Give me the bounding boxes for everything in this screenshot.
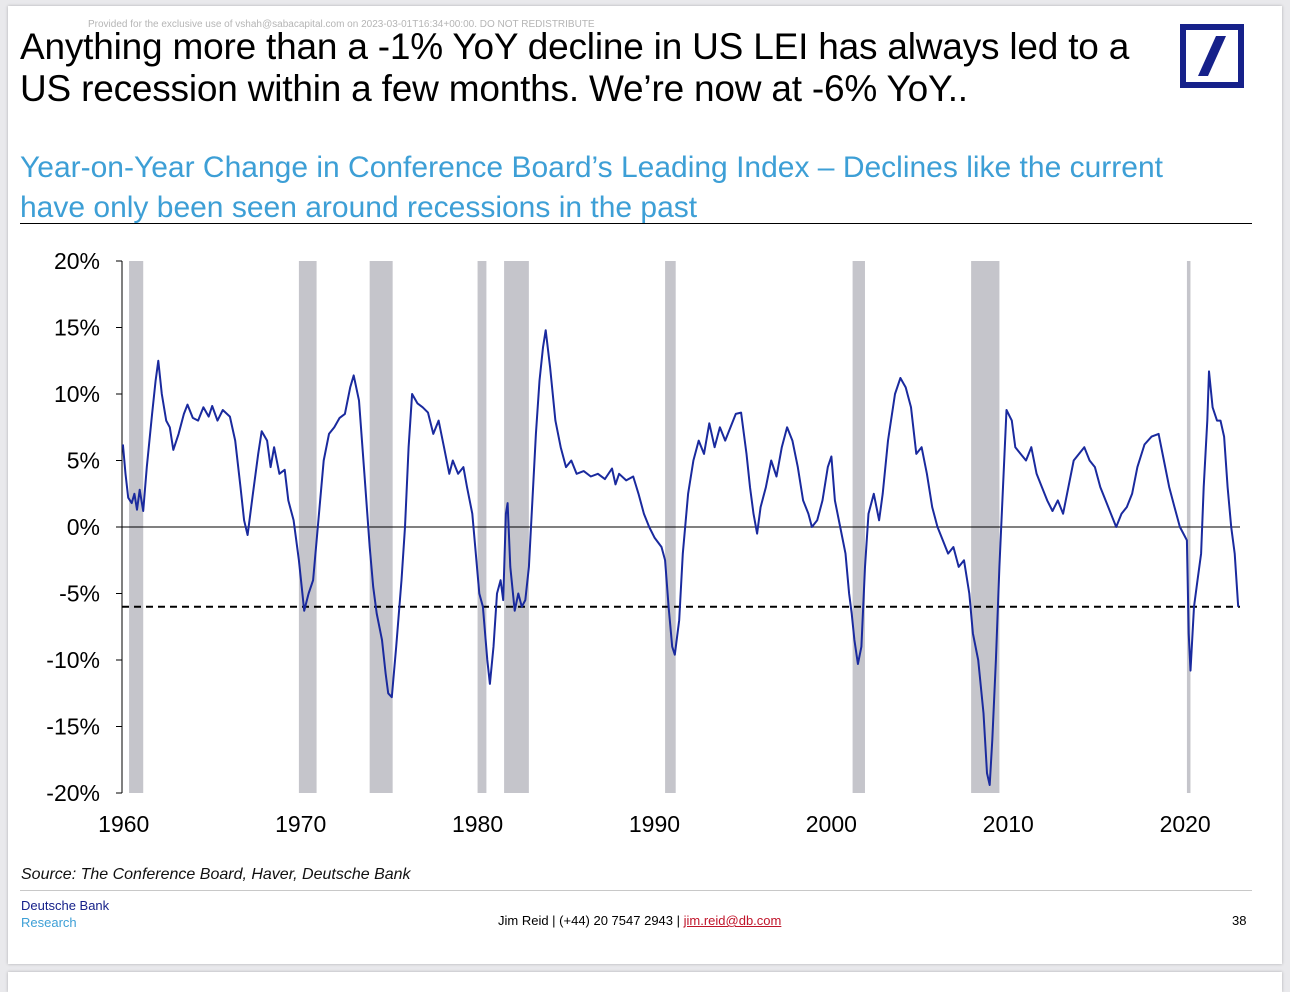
x-tick-label: 2000 — [806, 811, 857, 837]
series — [121, 329, 1240, 786]
contact-text: Jim Reid | (+44) 20 7547 2943 | — [498, 913, 684, 928]
x-tick-label: 2010 — [983, 811, 1034, 837]
title-rule — [20, 223, 1252, 224]
series-line-0 — [121, 329, 1240, 786]
page-number: 38 — [1232, 913, 1247, 928]
footer-contact: Jim Reid | (+44) 20 7547 2943 | jim.reid… — [498, 913, 781, 928]
y-tick-label: -15% — [46, 714, 100, 740]
x-tick-labels: 1960 1970 1980 1990 2000 2010 2020 — [98, 811, 1211, 837]
brand-line-2: Research — [21, 915, 77, 930]
email-link[interactable]: jim.reid@db.com — [683, 913, 782, 928]
next-slide-edge — [8, 972, 1282, 992]
y-tick-label: 10% — [54, 381, 100, 407]
footer-rule — [20, 890, 1252, 891]
x-tick-label: 1980 — [452, 811, 503, 837]
y-tick-label: 0% — [67, 514, 100, 540]
brand-line-1: Deutsche Bank — [21, 898, 110, 913]
y-tick-label: 5% — [67, 448, 100, 474]
y-tick-label: -10% — [46, 647, 100, 673]
x-tick-label: 2020 — [1160, 811, 1211, 837]
watermark: Provided for the exclusive use of vshah@… — [88, 19, 595, 30]
lei-yoy-chart: 20% 15% 10% 5% 0% -5% -10% -15% -20% 1960 1970 198… — [46, 248, 1240, 837]
reference-lines — [122, 526, 1240, 608]
axes — [116, 260, 123, 794]
x-tick-label: 1970 — [275, 811, 326, 837]
x-tick-label: 1960 — [98, 811, 149, 837]
deutsche-bank-logo-icon — [1180, 24, 1244, 88]
y-tick-label: -5% — [59, 581, 100, 607]
y-tick-label: 20% — [54, 248, 100, 274]
y-tick-labels: 20% 15% 10% 5% 0% -5% -10% -15% -20% — [46, 248, 100, 806]
footer-brand: Deutsche Bank Research — [21, 897, 109, 931]
headline: Anything more than a -1% YoY decline in … — [20, 26, 1130, 109]
chart-title: Year-on-Year Change in Conference Board’… — [20, 151, 1163, 224]
source-note: Source: The Conference Board, Haver, Deu… — [21, 866, 411, 883]
x-tick-label: 1990 — [629, 811, 680, 837]
y-tick-label: -20% — [46, 780, 100, 806]
y-tick-label: 15% — [54, 315, 100, 341]
